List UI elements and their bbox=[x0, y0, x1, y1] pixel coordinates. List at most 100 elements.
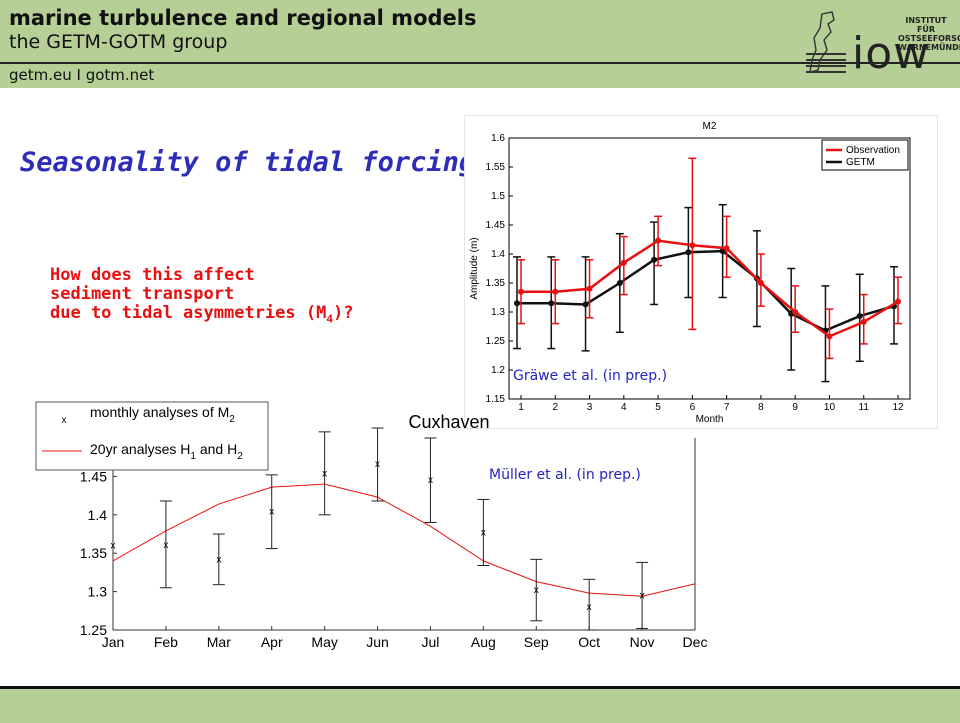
credit-mueller: Müller et al. (in prep.) bbox=[489, 467, 641, 483]
header-subtitle: the GETM-GOTM group bbox=[9, 31, 228, 53]
cux-data-marker: x bbox=[428, 475, 433, 486]
cux-x-tick-label: Apr bbox=[261, 634, 283, 650]
logo-caption-line: INSTITUT FÜR bbox=[905, 16, 947, 34]
m2-data-point bbox=[548, 300, 555, 307]
m2-x-tick-label: 7 bbox=[724, 402, 730, 413]
cux-x-tick-label: Jan bbox=[102, 634, 125, 650]
m2-data-point bbox=[826, 333, 833, 340]
m2-y-tick-label: 1.45 bbox=[486, 220, 506, 231]
cux-legend-marker: x bbox=[62, 415, 67, 426]
m2-y-tick-label: 1.5 bbox=[491, 191, 505, 202]
m2-y-tick-label: 1.3 bbox=[491, 307, 505, 318]
cux-y-tick-label: 1.3 bbox=[88, 584, 108, 600]
question-line-text: due to tidal asymmetries (M bbox=[50, 303, 327, 323]
iow-logo-graphic bbox=[806, 11, 846, 73]
cuxhaven-chart: Cuxhaven 1.25 1.3 1.35 1.4 1.45 Jan Feb Mar Apr Ma… bbox=[35, 401, 708, 650]
m2-y-tick-label: 1.15 bbox=[486, 394, 506, 405]
cux-title: Cuxhaven bbox=[408, 412, 489, 432]
m2-x-axis-label: Month bbox=[696, 414, 724, 425]
m2-x-tick-label: 12 bbox=[892, 402, 904, 413]
cux-data-marker: x bbox=[375, 459, 380, 470]
cux-fit-line bbox=[112, 483, 696, 597]
logo-caption: INSTITUT FÜR OSTSEEFORSCHUNG WARNEMÜNDE bbox=[898, 16, 960, 52]
m2-data-point bbox=[514, 300, 520, 307]
m2-data-point bbox=[723, 245, 730, 252]
m2-y-tick-label: 1.35 bbox=[486, 278, 506, 289]
m2-chart: M21.151.21.251.31.351.41.451.51.551.61 2 3… bbox=[464, 115, 938, 429]
logo-caption-line: OSTSEEFORSCHUNG bbox=[898, 34, 960, 43]
m2-series-line bbox=[517, 249, 895, 332]
slide-title: Seasonality of tidal forcing bbox=[20, 147, 476, 178]
cux-x-tick-label: Jul bbox=[422, 634, 440, 650]
m2-data-point bbox=[620, 259, 627, 266]
cux-data-marker: x bbox=[269, 507, 274, 518]
m2-series-line bbox=[521, 239, 899, 338]
cux-x-tick-label: Dec bbox=[683, 634, 708, 650]
cux-data-marker: x bbox=[534, 585, 539, 596]
cux-data-marker: x bbox=[163, 540, 168, 551]
header-links[interactable]: getm.eu I gotm.net bbox=[9, 66, 155, 84]
m2-y-tick-label: 1.55 bbox=[486, 162, 506, 173]
m2-x-tick-label: 11 bbox=[859, 402, 870, 413]
cux-data-marker: x bbox=[216, 554, 221, 565]
m2-y-axis-label: Amplitude (m) bbox=[469, 237, 480, 299]
m2-x-tick-label: 6 bbox=[690, 402, 696, 413]
m2-data-point bbox=[651, 256, 658, 263]
m2-data-point bbox=[689, 242, 696, 249]
m2-y-tick-label: 1.6 bbox=[491, 133, 505, 144]
m2-data-point bbox=[895, 298, 901, 305]
question-line: due to tidal asymmetries (M4)? bbox=[50, 304, 353, 328]
cux-data-marker: x bbox=[322, 468, 327, 479]
question-line: sediment transport bbox=[50, 284, 235, 304]
cux-x-tick-label: Sep bbox=[524, 634, 549, 650]
m2-data-point bbox=[757, 280, 764, 286]
m2-data-point bbox=[685, 249, 692, 256]
baltic-outline-icon bbox=[809, 11, 835, 73]
cux-y-tick-label: 1.45 bbox=[80, 468, 107, 484]
cux-legend-label-20yr: 20yr analyses H1 and H2 bbox=[90, 441, 243, 462]
question-text: How does this affect sediment transport … bbox=[50, 266, 353, 328]
m2-y-tick-label: 1.4 bbox=[491, 249, 505, 260]
header-title: marine turbulence and regional models bbox=[9, 6, 477, 30]
question-subscript: 4 bbox=[326, 312, 333, 326]
m2-y-tick-label: 1.2 bbox=[491, 365, 505, 376]
cux-legend-box bbox=[35, 401, 269, 471]
cux-x-tick-label: Mar bbox=[207, 634, 231, 650]
credit-graewe: Gräwe et al. (in prep.) bbox=[513, 368, 668, 384]
m2-data-point bbox=[552, 288, 559, 295]
logo-caption-line: WARNEMÜNDE bbox=[898, 43, 960, 52]
cux-y-tick-label: 1.35 bbox=[80, 545, 107, 561]
cux-x-tick-label: Aug bbox=[471, 634, 496, 650]
m2-x-tick-label: 3 bbox=[587, 402, 593, 413]
m2-x-tick-label: 10 bbox=[824, 402, 836, 413]
m2-x-tick-label: 4 bbox=[621, 402, 627, 413]
m2-x-tick-label: 8 bbox=[758, 402, 764, 413]
cux-data-marker: x bbox=[481, 527, 486, 538]
cux-data-marker: x bbox=[111, 541, 116, 552]
footer-bar bbox=[0, 686, 960, 723]
m2-x-tick-label: 2 bbox=[552, 402, 558, 413]
m2-y-tick-label: 1.25 bbox=[486, 336, 506, 347]
cux-y-tick-label: 1.25 bbox=[80, 622, 107, 638]
cux-x-tick-label: Nov bbox=[630, 634, 655, 650]
m2-data-point bbox=[586, 285, 593, 292]
m2-data-point bbox=[655, 237, 662, 244]
cux-data-marker: x bbox=[640, 590, 645, 601]
cux-x-tick-label: Oct bbox=[578, 634, 600, 650]
m2-x-tick-label: 1 bbox=[518, 402, 524, 413]
m2-x-tick-label: 9 bbox=[792, 402, 798, 413]
m2-x-tick-label: 5 bbox=[655, 402, 661, 413]
cux-x-tick-label: Jun bbox=[366, 634, 389, 650]
m2-data-point bbox=[616, 280, 623, 286]
cux-x-tick-label: Feb bbox=[154, 634, 178, 650]
m2-data-point bbox=[582, 301, 589, 308]
m2-legend-label: Observation bbox=[846, 145, 900, 156]
m2-data-point bbox=[518, 288, 524, 295]
m2-legend-box bbox=[821, 139, 909, 171]
cux-legend-label-monthly: monthly analyses of M2 bbox=[90, 404, 235, 425]
cux-y-tick-label: 1.4 bbox=[88, 507, 108, 523]
cux-data-marker: x bbox=[587, 602, 592, 613]
cux-x-tick-label: May bbox=[311, 634, 337, 650]
m2-data-point bbox=[856, 313, 863, 320]
iow-logo: INSTITUT FÜR OSTSEEFORSCHUNG WARNEMÜNDE … bbox=[804, 10, 960, 80]
